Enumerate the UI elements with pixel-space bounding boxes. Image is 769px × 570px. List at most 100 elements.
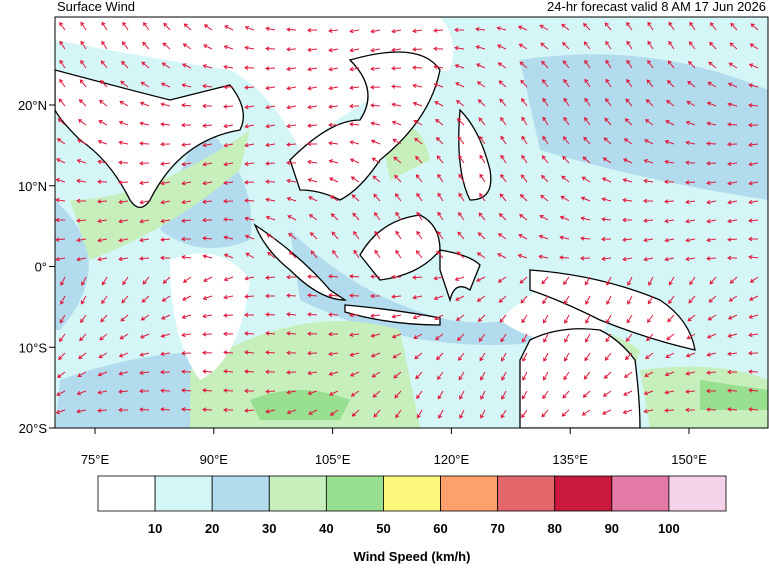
wind-zone <box>55 54 768 428</box>
wind-arrow <box>181 199 192 205</box>
wind-arrow <box>643 257 654 262</box>
wind-arrow <box>496 26 507 31</box>
wind-arrow <box>76 257 87 262</box>
wind-arrow <box>622 217 633 223</box>
wind-arrow <box>433 82 444 88</box>
wind-arrow <box>543 352 549 362</box>
wind-arrow <box>497 276 507 283</box>
wind-arrow <box>139 370 150 375</box>
wind-arrow <box>644 119 654 126</box>
wind-arrow <box>624 118 633 126</box>
wind-arrow <box>349 85 360 90</box>
wind-arrow <box>307 159 318 165</box>
wind-arrow <box>414 352 423 360</box>
wind-arrow <box>538 234 549 240</box>
wind-arrow <box>479 135 486 145</box>
lon-label: 120°E <box>434 452 470 467</box>
wind-arrow <box>748 63 759 69</box>
wind-arrow <box>97 139 108 145</box>
wind-arrow <box>727 122 738 127</box>
wind-arrow <box>78 352 87 360</box>
wind-arrow <box>181 407 192 412</box>
wind-arrow <box>643 408 654 414</box>
wind-arrow <box>668 21 675 31</box>
wind-arrow <box>349 312 360 318</box>
wind-arrow <box>244 45 255 51</box>
wind-arrow <box>244 369 255 374</box>
wind-arrow <box>160 255 171 261</box>
wind-arrow <box>182 43 192 50</box>
wind-arrow <box>370 274 381 279</box>
wind-arrow <box>139 161 150 166</box>
wind-arrow <box>539 214 549 221</box>
wind-arrow <box>121 60 129 69</box>
wind-arrow <box>244 143 255 148</box>
wind-arrow <box>60 295 66 305</box>
wind-arrow <box>436 352 444 361</box>
wind-arrow <box>100 314 108 323</box>
colorbar-swatch <box>211 475 270 512</box>
wind-arrow <box>455 82 465 88</box>
wind-arrow <box>77 139 87 145</box>
wind-arrow <box>564 333 570 343</box>
wind-arrow <box>286 123 297 129</box>
wind-arrow <box>434 101 444 107</box>
wind-arrow <box>203 44 213 50</box>
wind-arrow <box>603 137 612 145</box>
wind-arrow <box>476 63 486 69</box>
wind-arrow <box>664 179 675 185</box>
wind-arrow <box>79 79 87 88</box>
wind-arrow <box>584 117 591 126</box>
wind-arrow <box>459 409 465 419</box>
wind-arrow <box>162 276 171 284</box>
wind-arrow <box>727 82 738 88</box>
wind-arrow <box>561 175 570 183</box>
wind-arrow <box>101 276 108 286</box>
wind-arrow <box>391 274 402 280</box>
wind-arrow <box>748 236 759 242</box>
wind-arrow <box>307 370 318 376</box>
wind-arrow <box>307 47 318 53</box>
wind-arrow <box>57 371 66 379</box>
wind-arrow <box>562 41 570 50</box>
wind-arrow <box>120 80 129 88</box>
wind-arrow <box>80 59 87 69</box>
wind-arrow <box>223 407 234 413</box>
wind-arrow <box>500 409 507 419</box>
wind-arrow <box>349 371 360 377</box>
wind-arrow <box>308 409 318 415</box>
wind-arrow <box>412 295 423 300</box>
wind-arrow <box>518 43 528 50</box>
wind-arrow <box>500 135 507 145</box>
wind-arrow <box>622 158 633 164</box>
wind-arrow <box>328 104 339 109</box>
wind-arrow <box>605 78 612 88</box>
wind-arrow <box>606 314 612 324</box>
wind-arrow <box>727 314 738 320</box>
wind-arrow <box>643 178 654 184</box>
wind-arrow <box>602 390 612 397</box>
wind-arrow <box>623 371 633 378</box>
wind-arrow <box>686 333 696 340</box>
wind-arrow <box>458 371 465 381</box>
wind-arrow <box>475 26 486 32</box>
wind-arrow <box>223 180 234 186</box>
wind-arrow <box>142 276 150 285</box>
wind-arrow <box>520 79 528 88</box>
wind-arrow <box>497 233 507 240</box>
wind-arrow <box>59 333 66 342</box>
wind-arrow <box>748 181 759 186</box>
wind-arrow <box>561 23 570 31</box>
wind-arrow <box>265 331 276 336</box>
wind-arrow <box>499 193 507 202</box>
wind-arrow <box>202 313 213 319</box>
wind-arrow <box>563 116 570 126</box>
wind-arrow <box>139 141 150 146</box>
wind-arrow <box>265 197 276 203</box>
wind-arrow <box>223 388 234 393</box>
calm-zone <box>55 17 620 380</box>
wind-arrow <box>140 314 150 321</box>
wind-arrow <box>685 238 696 243</box>
wind-arrow <box>244 331 255 336</box>
wind-arrow <box>520 174 528 183</box>
